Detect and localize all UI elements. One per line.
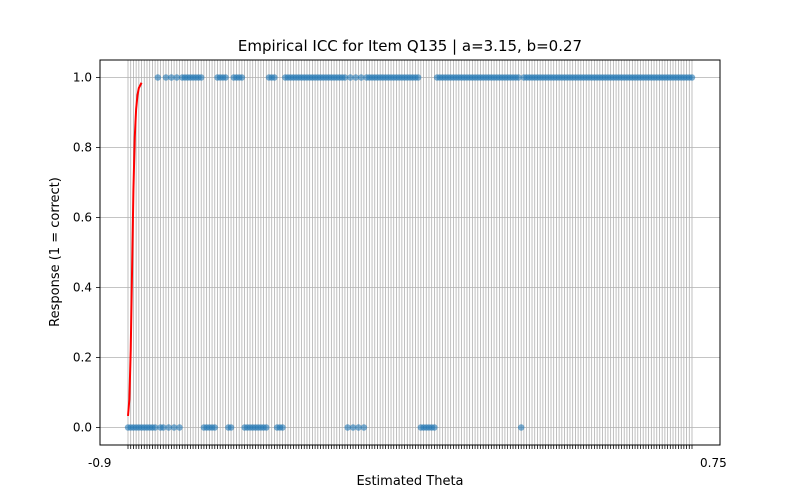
data-point (168, 74, 175, 81)
x-ticks (127, 445, 693, 449)
x-gridlines (127, 60, 693, 445)
y-ticks: 0.0 0.2 0.4 0.6 0.8 1.0 (73, 71, 100, 435)
data-point (517, 424, 525, 431)
data-point (173, 74, 181, 81)
data-point (271, 74, 278, 81)
data-point (349, 424, 357, 431)
data-point (165, 424, 172, 431)
data-point (279, 424, 286, 431)
data-point (211, 424, 218, 431)
data-point (176, 424, 183, 431)
y-tick-label: 0.2 (73, 351, 92, 365)
data-point (238, 74, 246, 81)
data-point (263, 424, 270, 431)
y-axis-label: Response (1 = correct) (48, 177, 63, 327)
icc-curve (127, 82, 143, 417)
data-point (160, 424, 167, 431)
data-point (170, 424, 178, 431)
response-points (124, 74, 696, 431)
x-tick-label-last: 0.75 (700, 456, 727, 470)
data-point (414, 74, 422, 81)
x-axis-label: Estimated Theta (356, 474, 463, 489)
x-tick-label-first: -0.9 (88, 456, 111, 470)
data-point (347, 74, 354, 81)
y-tick-label: 1.0 (73, 71, 92, 85)
data-point (431, 424, 438, 431)
y-tick-label: 0.8 (73, 141, 92, 155)
data-point (352, 74, 359, 81)
y-tick-label: 0.6 (73, 211, 92, 225)
y-tick-label: 0.0 (73, 421, 92, 435)
data-point (151, 424, 159, 431)
y-tick-label: 0.4 (73, 281, 92, 295)
data-point (357, 74, 365, 81)
data-point (341, 74, 349, 81)
data-point (344, 424, 351, 431)
chart-title: Empirical ICC for Item Q135 | a=3.15, b=… (238, 37, 582, 55)
data-point (162, 74, 170, 81)
data-point (688, 74, 696, 81)
data-point (198, 74, 205, 81)
data-point (227, 424, 235, 431)
data-point (355, 424, 362, 431)
data-point (222, 74, 229, 81)
data-point (154, 74, 162, 81)
data-point (360, 424, 368, 431)
data-point (515, 74, 522, 81)
